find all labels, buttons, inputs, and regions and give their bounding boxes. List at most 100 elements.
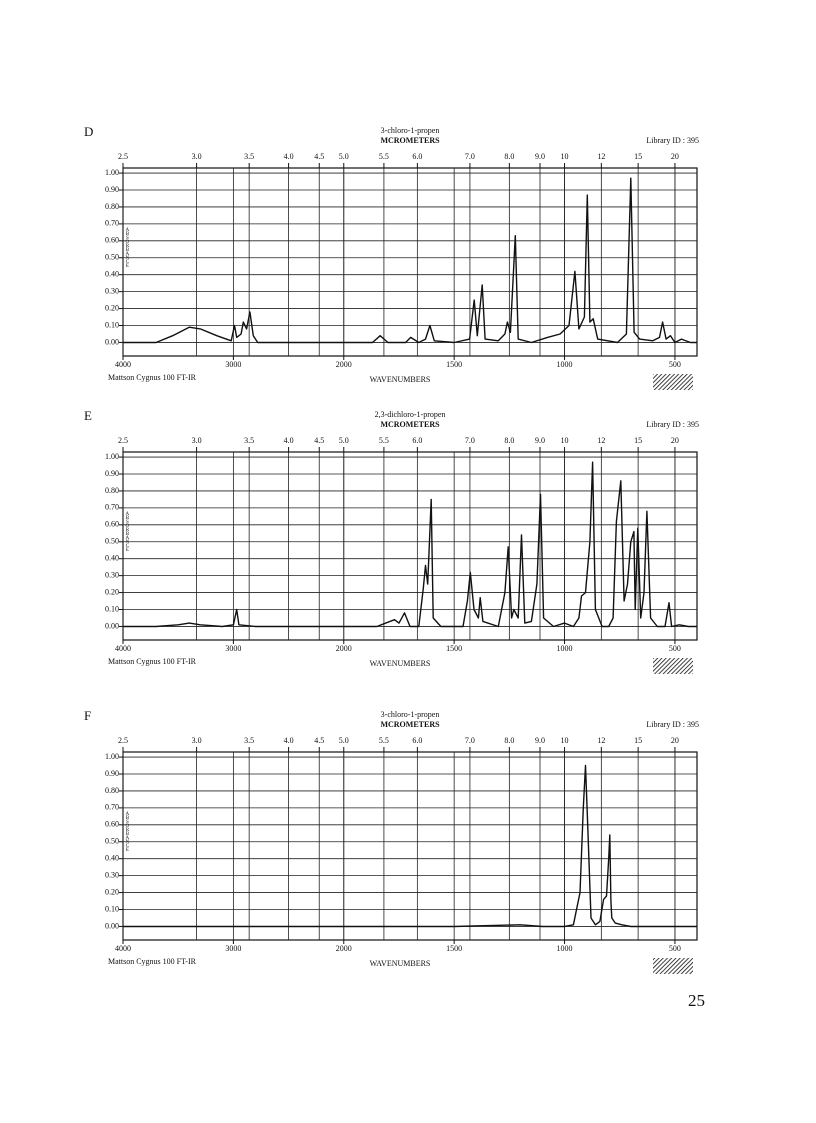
x2-tick-label: 3.5 [244, 436, 254, 445]
y-tick-label: 0.50 [105, 537, 119, 546]
x2-tick-label: 3.0 [192, 436, 202, 445]
x2-tick-label: 4.5 [314, 152, 324, 161]
y-tick-label: 0.20 [105, 587, 119, 596]
x2-tick-label: 2.5 [118, 152, 128, 161]
x2-tick-label: 2.5 [118, 436, 128, 445]
y-tick-label: 1.00 [105, 752, 119, 761]
x-tick-label: 1500 [446, 644, 462, 653]
x2-tick-label: 3.5 [244, 736, 254, 745]
x2-tick-label: 8.0 [504, 152, 514, 161]
logo [653, 658, 693, 674]
library-id: Library ID : 395 [646, 720, 699, 729]
y-axis-label: ABSORBANCE [125, 228, 130, 268]
x2-tick-label: 9.0 [535, 152, 545, 161]
x2-tick-label: 3.5 [244, 152, 254, 161]
y-tick-label: 0.90 [105, 769, 119, 778]
plot-frame [122, 451, 698, 641]
instrument: Mattson Cygnus 100 FT-IR [108, 957, 197, 966]
x2-tick-label: 6.0 [412, 436, 422, 445]
x-tick-label: 2000 [336, 644, 352, 653]
logo [653, 374, 693, 390]
x2-tick-label: 4.5 [314, 736, 324, 745]
y-tick-label: 0.80 [105, 202, 119, 211]
x2-tick-label: 4.5 [314, 436, 324, 445]
x-tick-label: 4000 [115, 944, 131, 953]
x2-axis-label: MCROMETERS [380, 136, 440, 145]
y-tick-label: 0.10 [105, 904, 119, 913]
y-tick-label: 0.10 [105, 604, 119, 613]
y-tick-label: 1.00 [105, 452, 119, 461]
x-tick-label: 1500 [446, 944, 462, 953]
x2-tick-label: 20 [671, 436, 679, 445]
y-tick-label: 0.40 [105, 554, 119, 563]
y-tick-label: 0.40 [105, 854, 119, 863]
x2-tick-label: 5.5 [379, 152, 389, 161]
x2-tick-label: 7.0 [465, 436, 475, 445]
x2-tick-label: 10 [561, 436, 569, 445]
x-tick-label: 500 [669, 360, 681, 369]
x-tick-label: 1000 [557, 644, 573, 653]
x2-tick-label: 2.5 [118, 736, 128, 745]
y-tick-label: 0.70 [105, 219, 119, 228]
x-axis-label: WAVENUMBERS [370, 659, 431, 668]
y-tick-label: 0.60 [105, 820, 119, 829]
x2-tick-label: 15 [634, 436, 642, 445]
x2-tick-label: 8.0 [504, 436, 514, 445]
x-tick-label: 4000 [115, 360, 131, 369]
y-tick-label: 0.80 [105, 486, 119, 495]
x2-tick-label: 9.0 [535, 736, 545, 745]
y-tick-label: 0.00 [105, 921, 119, 930]
page-number: 25 [688, 991, 705, 1010]
y-axis-label: ABSORBANCE [125, 512, 130, 552]
y-tick-label: 0.70 [105, 803, 119, 812]
x-tick-label: 500 [669, 644, 681, 653]
x-axis-label: WAVENUMBERS [370, 375, 431, 384]
x-tick-label: 1000 [557, 360, 573, 369]
spectrum-line [123, 461, 697, 628]
x2-tick-label: 3.0 [192, 152, 202, 161]
y-tick-label: 0.50 [105, 253, 119, 262]
x-tick-label: 2000 [336, 360, 352, 369]
chart-title: 3-chloro-1-propen [381, 710, 440, 719]
x2-tick-label: 7.0 [465, 152, 475, 161]
y-tick-label: 1.00 [105, 168, 119, 177]
library-id: Library ID : 395 [646, 136, 699, 145]
x2-tick-label: 20 [671, 736, 679, 745]
x2-tick-label: 4.0 [284, 152, 294, 161]
x2-tick-label: 4.0 [284, 736, 294, 745]
x2-tick-label: 5.5 [379, 436, 389, 445]
x-tick-label: 1500 [446, 360, 462, 369]
x-tick-label: 3000 [225, 360, 241, 369]
x-tick-label: 4000 [115, 644, 131, 653]
y-tick-label: 0.60 [105, 236, 119, 245]
x-tick-label: 500 [669, 944, 681, 953]
panel-label: F [84, 708, 91, 723]
y-tick-label: 0.70 [105, 503, 119, 512]
y-tick-label: 0.20 [105, 303, 119, 312]
y-axis-label: ABSORBANCE [125, 812, 130, 852]
x2-tick-label: 10 [561, 152, 569, 161]
x2-tick-label: 20 [671, 152, 679, 161]
x2-tick-label: 4.0 [284, 436, 294, 445]
y-tick-label: 0.40 [105, 270, 119, 279]
y-tick-label: 0.30 [105, 870, 119, 879]
x2-tick-label: 5.0 [339, 152, 349, 161]
y-tick-label: 0.10 [105, 320, 119, 329]
x2-tick-label: 12 [597, 436, 605, 445]
x2-tick-label: 15 [634, 152, 642, 161]
y-tick-label: 0.30 [105, 570, 119, 579]
x2-tick-label: 7.0 [465, 736, 475, 745]
y-tick-label: 0.20 [105, 887, 119, 896]
x2-tick-label: 5.0 [339, 436, 349, 445]
y-tick-label: 0.60 [105, 520, 119, 529]
x-tick-label: 3000 [225, 644, 241, 653]
y-tick-label: 0.00 [105, 337, 119, 346]
x2-tick-label: 12 [597, 152, 605, 161]
x2-axis-label: MCROMETERS [380, 720, 440, 729]
x2-tick-label: 6.0 [412, 736, 422, 745]
chart-title: 2,3-dichloro-1-propen [375, 410, 446, 419]
plot-frame [122, 167, 698, 357]
y-tick-label: 0.30 [105, 286, 119, 295]
x-tick-label: 2000 [336, 944, 352, 953]
